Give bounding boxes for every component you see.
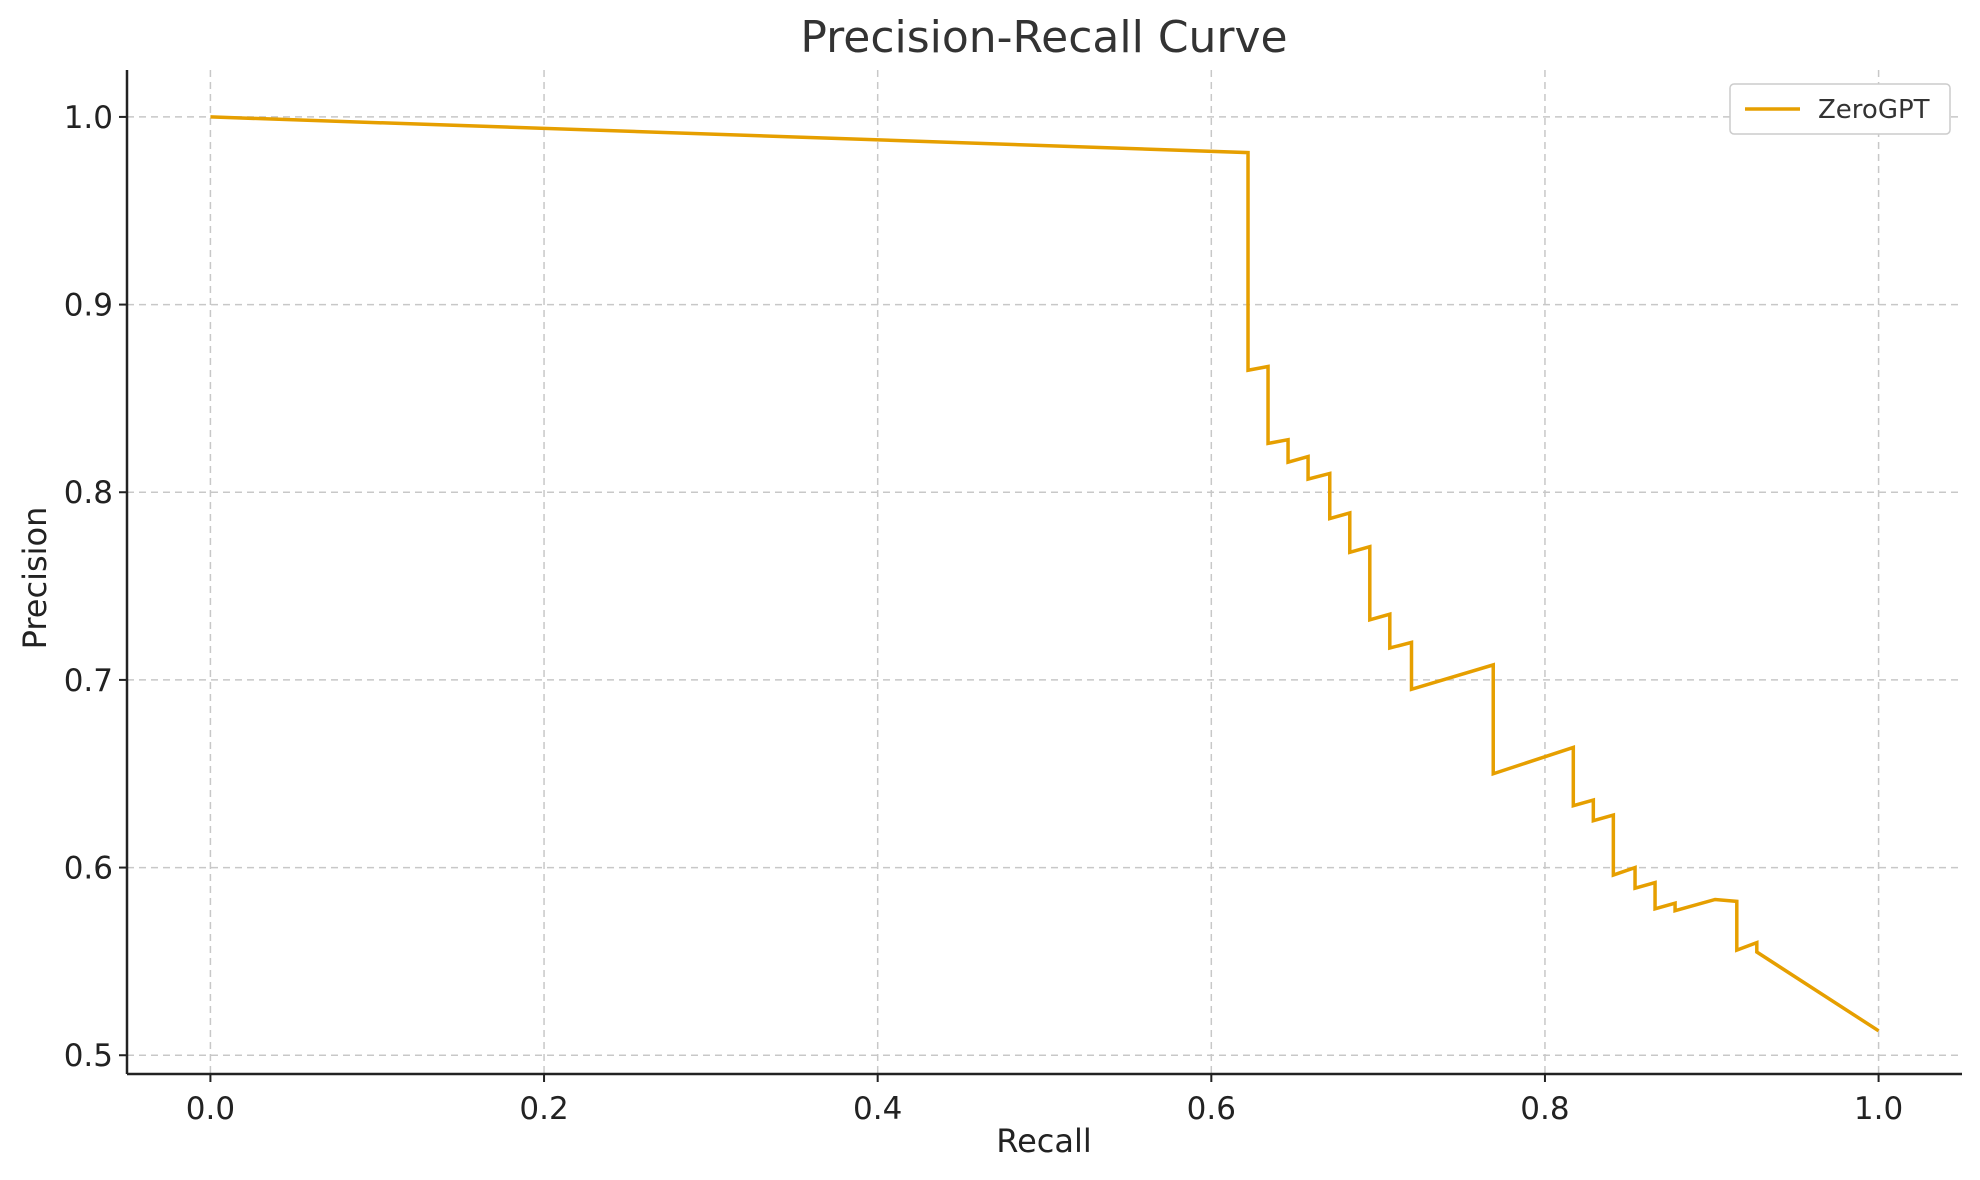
x-tick-label-0: 0.0 xyxy=(186,1091,235,1127)
legend-label-zerogpt: ZeroGPT xyxy=(1818,95,1930,125)
y-tick-label-0: 0.5 xyxy=(64,1038,113,1074)
legend-box xyxy=(1729,83,1951,135)
axes-layer: 0.0 0.2 0.4 0.6 0.8 1.0 0.5 0.6 0.7 0.8 0.9 1.0 xyxy=(64,70,1962,1127)
y-tick-label-1: 0.6 xyxy=(64,851,113,887)
series-layer xyxy=(210,115,1880,1033)
x-axis-label: Recall xyxy=(996,1122,1091,1160)
x-tick-label-5: 1.0 xyxy=(1854,1091,1903,1127)
legend: ZeroGPT xyxy=(1729,83,1951,135)
x-tick-label-2: 0.4 xyxy=(853,1091,902,1127)
x-tick-label-1: 0.2 xyxy=(519,1091,568,1127)
y-tick-label-3: 0.8 xyxy=(64,475,113,511)
y-tick-label-2: 0.7 xyxy=(64,663,113,699)
y-tick-label-4: 0.9 xyxy=(64,288,113,324)
y-tick-label-5: 1.0 xyxy=(64,100,113,136)
grid-layer xyxy=(127,70,1962,1074)
chart-title: Precision-Recall Curve xyxy=(800,12,1287,63)
y-axis-label: Precision xyxy=(16,507,54,650)
x-tick-label-3: 0.6 xyxy=(1187,1091,1236,1127)
x-tick-label-4: 0.8 xyxy=(1520,1091,1569,1127)
series-line-zerogpt xyxy=(210,115,1880,1033)
